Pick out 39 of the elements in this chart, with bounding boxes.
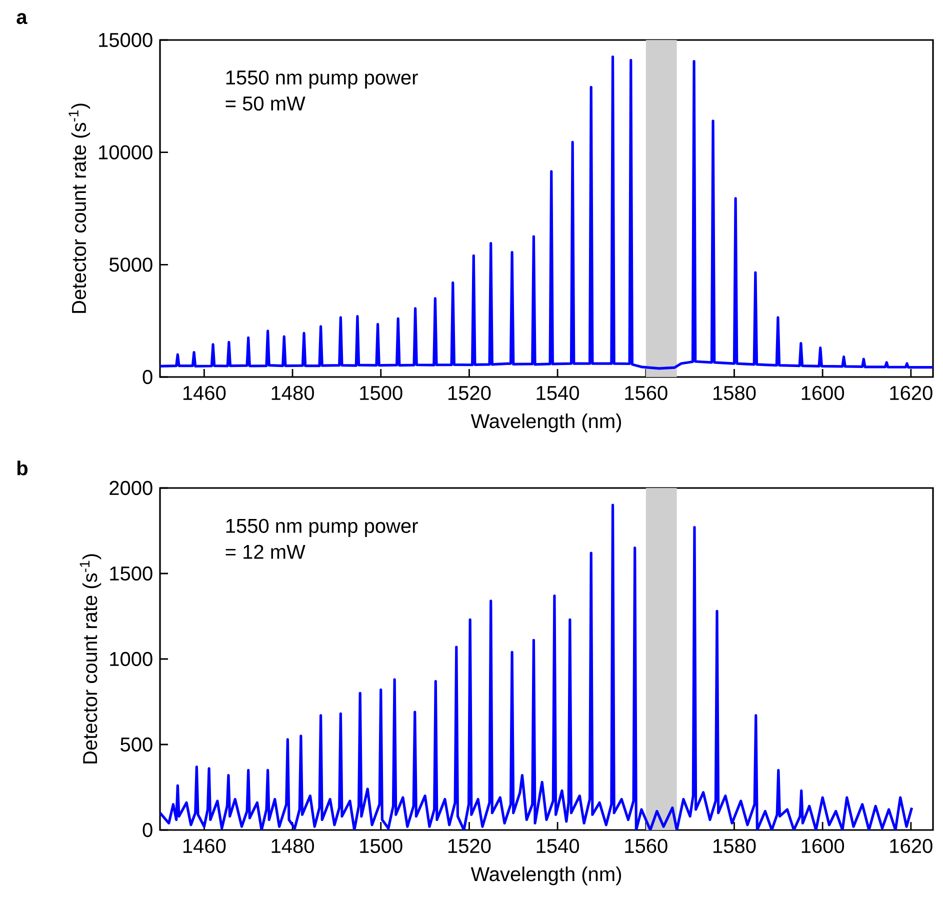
x-tick-label: 1520 xyxy=(448,386,491,400)
x-tick-label: 1500 xyxy=(360,838,402,854)
x-tick-label: 1540 xyxy=(536,838,580,854)
x-axis-title: Wavelength (nm) xyxy=(470,414,621,432)
x-tick-label: 1580 xyxy=(714,386,756,400)
y-tick-label: 10000 xyxy=(99,145,152,160)
x-tick-label: 1520 xyxy=(448,838,491,854)
annotation: 1550 nm pump power xyxy=(226,518,418,537)
x-tick-label: 1600 xyxy=(802,838,844,854)
chart-title: b xyxy=(17,460,28,476)
y-tick-label: 1500 xyxy=(110,566,152,581)
x-tick-label: 1460 xyxy=(183,838,226,854)
y-tick-label: 500 xyxy=(120,737,152,752)
chart-title: a xyxy=(16,13,28,24)
y-tick-label: 1000 xyxy=(110,652,152,666)
y-tick-label: 2000 xyxy=(110,480,152,496)
x-tick-label: 1620 xyxy=(890,838,932,854)
x-tick-label: 1620 xyxy=(890,386,932,400)
y-tick-label: 0 xyxy=(142,822,152,838)
x-tick-label: 1500 xyxy=(360,386,402,400)
x-tick-label: 1580 xyxy=(714,838,756,854)
y-axis-title: Detector count rate (s$^{-1}$) xyxy=(80,554,102,764)
x-axis-title: Wavelength (nm) xyxy=(470,866,621,886)
annotation: 1550 nm pump power xyxy=(226,70,418,89)
line-series xyxy=(160,504,914,830)
x-tick-label: 1540 xyxy=(536,386,580,400)
annotation: = 50 mW xyxy=(226,96,306,111)
line-series xyxy=(160,56,934,370)
y-tick-label: 5000 xyxy=(109,258,152,272)
x-tick-label: 1560 xyxy=(625,838,668,854)
x-tick-label: 1600 xyxy=(802,386,844,400)
x-tick-label: 1460 xyxy=(183,386,226,400)
annotation: = 12 mW xyxy=(226,544,306,559)
x-tick-label: 1480 xyxy=(272,386,314,400)
y-tick-label: 15000 xyxy=(99,32,152,48)
y-axis-title: Detector count rate (s$^{-1}$) xyxy=(68,104,90,313)
x-tick-label: 1560 xyxy=(625,386,668,400)
x-tick-label: 1480 xyxy=(272,838,314,854)
y-tick-label: 0 xyxy=(142,370,152,384)
